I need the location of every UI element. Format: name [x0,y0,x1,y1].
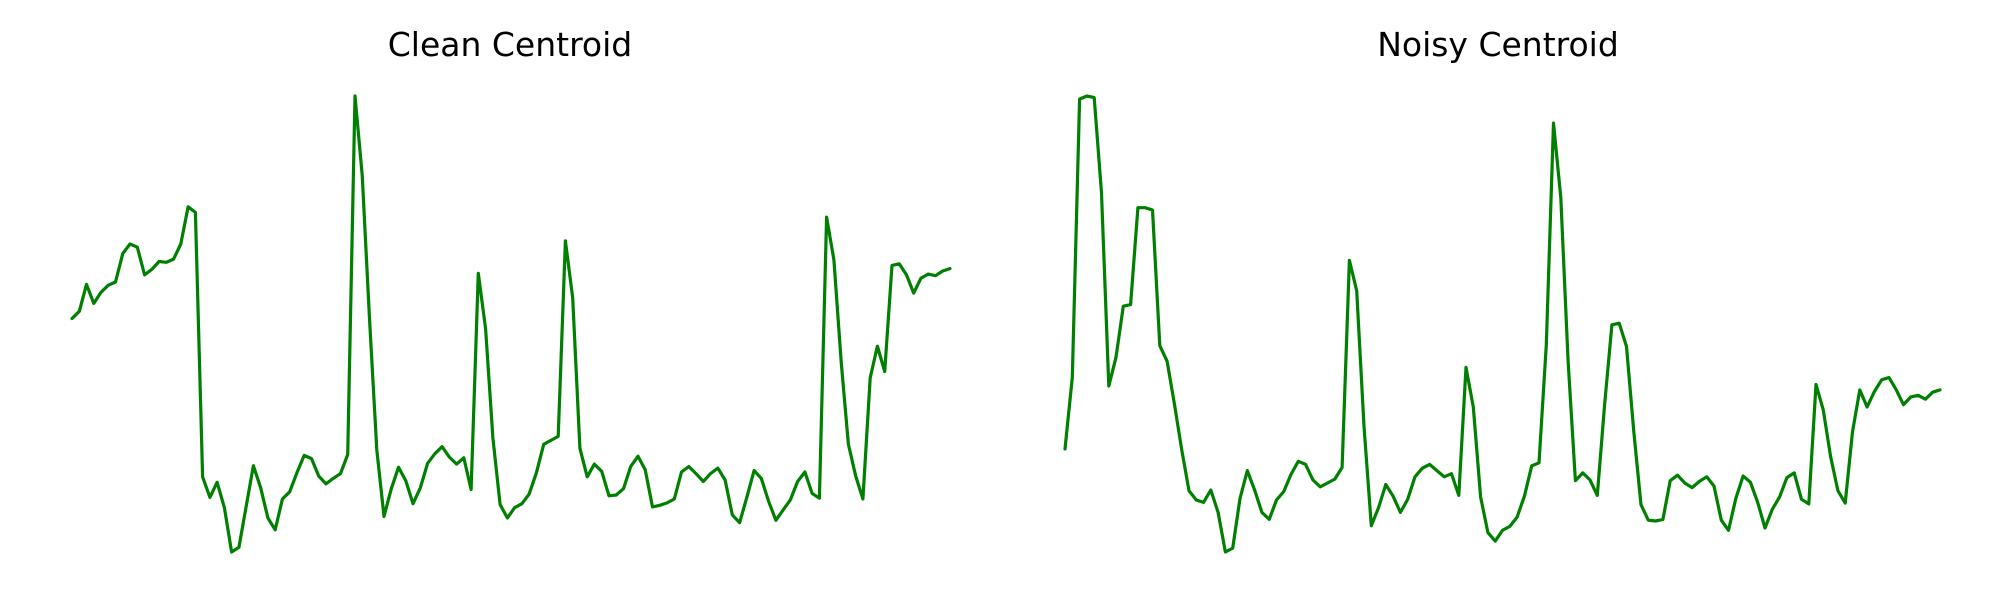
chart-panel-noisy: Noisy Centroid [1063,25,1942,554]
plot-area-clean [70,94,952,554]
chart-title-clean: Clean Centroid [388,25,633,64]
series-line-clean [70,94,952,554]
chart-panel-clean: Clean Centroid [70,25,952,554]
series-line-noisy [1063,94,1942,554]
plot-area-noisy [1063,94,1942,554]
chart-title-noisy: Noisy Centroid [1377,25,1619,64]
